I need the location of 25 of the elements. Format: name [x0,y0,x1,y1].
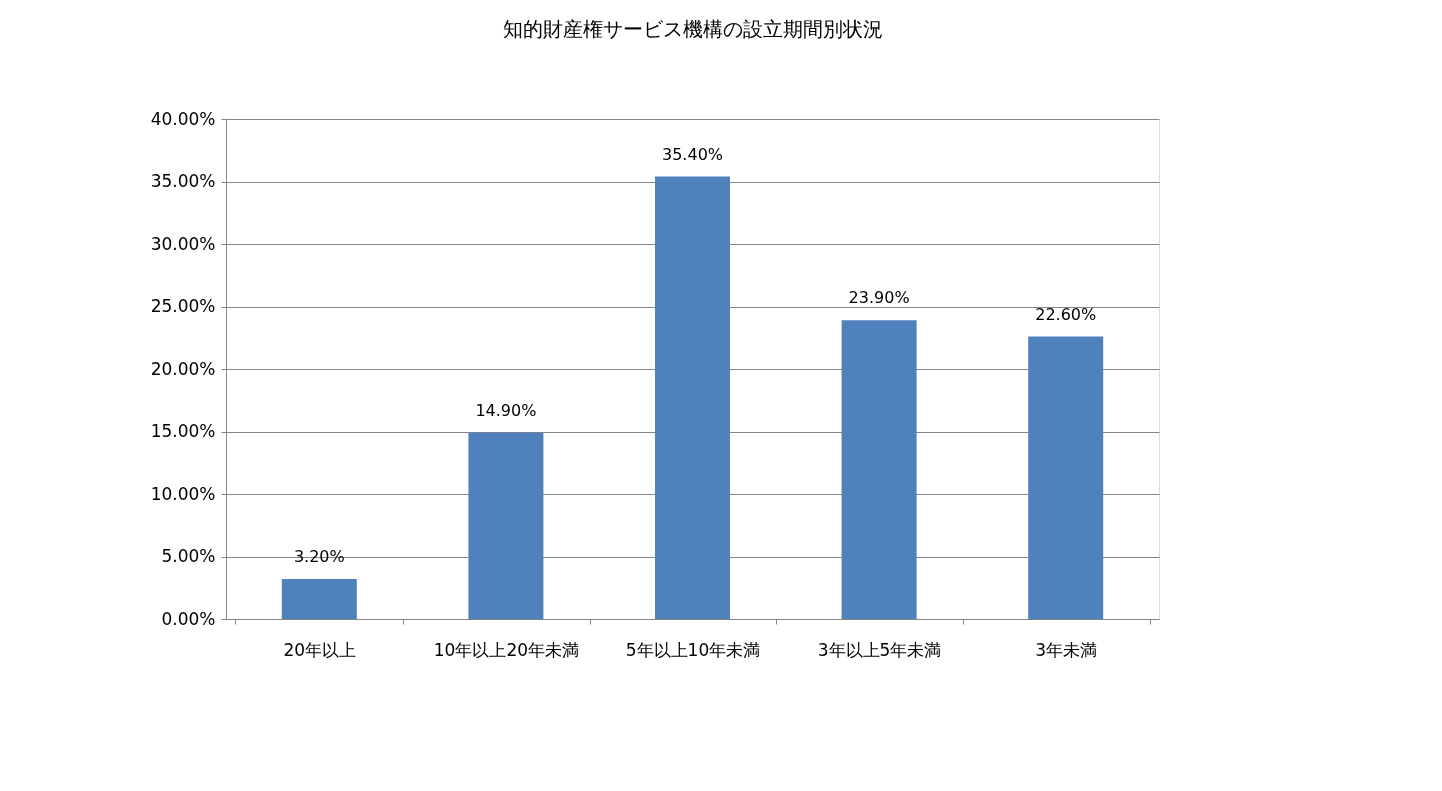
y-tick-label: 0.00% [161,608,216,629]
data-label: 22.60% [1035,304,1097,324]
bar [468,432,544,619]
x-tick-label: 10年以上20年未満 [433,639,580,660]
y-tick-label: 5.00% [161,546,216,566]
y-tick-label: 20.00% [150,358,216,379]
y-tick-label: 40.00% [150,108,216,129]
x-tick-label: 3年未満 [1035,639,1098,660]
y-tick-label: 35.00% [150,171,216,191]
data-label: 3.20% [293,547,345,566]
data-label: 14.90% [475,400,537,420]
x-tick-label: 5年以上10年未満 [625,639,761,660]
data-label: 23.90% [848,288,910,308]
data-label: 35.40% [661,144,724,164]
y-tick-label: 15.00% [150,421,216,441]
chart-title: 知的財産権サービス機構の設立期間別状況 [502,17,883,41]
x-tick-label: 3年以上5年未満 [817,639,942,660]
y-tick-label: 30.00% [150,233,216,254]
x-tick-label: 20年以上 [283,639,357,660]
y-tick-label: 10.00% [150,483,216,504]
bar [281,579,357,619]
bar [1028,336,1104,619]
bar [655,176,730,619]
bar [841,320,917,619]
y-tick-label: 25.00% [150,296,216,316]
